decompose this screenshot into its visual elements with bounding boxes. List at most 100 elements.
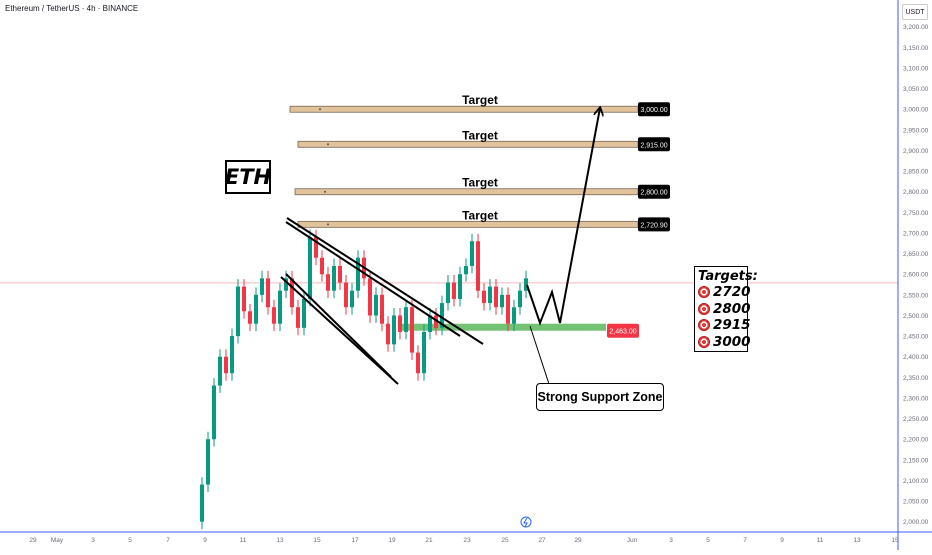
target-band-handle <box>327 143 329 146</box>
candle-body <box>224 356 228 374</box>
x-tick-label: May <box>51 537 64 544</box>
x-tick-label: 5 <box>128 537 132 544</box>
candle-body <box>380 294 384 324</box>
candle-body <box>410 307 414 353</box>
candle-body <box>236 286 240 337</box>
y-tick-label: 2,650.00 <box>903 251 929 258</box>
bullseye-icon <box>698 319 710 332</box>
candle-body <box>326 274 330 291</box>
candle-body <box>296 307 300 328</box>
candle-body <box>506 294 510 324</box>
target-price-tag-text: 2,915.00 <box>640 142 667 149</box>
x-tick-label: 15 <box>313 537 321 544</box>
y-tick-label: 3,150.00 <box>903 45 929 52</box>
projection-path <box>526 108 600 326</box>
candle-body <box>374 294 378 316</box>
target-value: 2800 <box>713 300 751 317</box>
target-row: 2720 <box>698 284 751 301</box>
eth-label-box: ETH <box>225 160 271 194</box>
x-tick-label: 7 <box>166 537 170 544</box>
candle-body <box>470 241 474 266</box>
trendline-upper <box>286 217 484 345</box>
candle-body <box>488 286 492 304</box>
event-marker-icon <box>520 516 532 528</box>
support-price-tag-text: 2,463.00 <box>609 329 636 336</box>
candle-body <box>260 278 264 295</box>
candle-body <box>272 307 276 324</box>
y-tick-label: 2,400.00 <box>903 354 929 361</box>
y-tick-label: 2,200.00 <box>903 437 929 444</box>
bullseye-icon <box>698 302 710 315</box>
x-tick-label: 7 <box>743 537 747 544</box>
x-tick-label: 5 <box>706 537 710 544</box>
x-tick-label: 21 <box>425 537 433 544</box>
y-tick-label: 2,800.00 <box>903 189 929 196</box>
x-tick-label: 23 <box>463 537 471 544</box>
target-label: Target <box>462 93 498 107</box>
candle-body <box>338 265 342 283</box>
candle-body <box>434 315 438 328</box>
x-tick-label: 11 <box>240 537 247 544</box>
candle-body <box>524 278 528 291</box>
candle-body <box>518 290 522 308</box>
candle-body <box>446 282 450 304</box>
candle-body <box>398 315 402 332</box>
x-tick-label: 3 <box>91 537 95 544</box>
candle-body <box>218 356 222 386</box>
y-tick-label: 2,600.00 <box>903 272 929 279</box>
bullseye-icon <box>698 286 710 299</box>
target-row: 2915 <box>698 317 751 334</box>
target-value: 2915 <box>713 317 751 334</box>
trendline-upper-inner <box>285 221 461 337</box>
candle-body <box>206 439 210 485</box>
target-label: Target <box>462 208 498 222</box>
y-tick-label: 2,900.00 <box>903 148 929 155</box>
y-tick-label: 2,550.00 <box>903 292 929 299</box>
y-tick-label: 2,500.00 <box>903 313 929 320</box>
y-tick-label: 3,000.00 <box>903 107 929 114</box>
candle-body <box>284 278 288 291</box>
target-band-handle <box>319 108 321 111</box>
y-tick-label: 2,050.00 <box>903 499 929 506</box>
y-tick-label: 2,450.00 <box>903 334 929 341</box>
y-tick-label: 2,000.00 <box>903 519 929 526</box>
target-price-tag-text: 2,800.00 <box>640 190 667 197</box>
candle-body <box>290 278 294 308</box>
candle-body <box>512 307 516 324</box>
candle-body <box>248 311 252 324</box>
support-zone-band <box>402 323 606 331</box>
candle-body <box>344 282 348 308</box>
target-price-tag <box>638 217 670 232</box>
candle-body <box>278 290 282 324</box>
trendline-lower-inner <box>285 273 392 378</box>
candle-body <box>368 278 372 316</box>
candle-body <box>314 237 318 258</box>
x-tick-label: 29 <box>29 537 37 544</box>
candle-body <box>308 237 312 299</box>
target-price-tag-text: 2,720.90 <box>640 222 667 229</box>
support-price-tag <box>607 323 639 338</box>
x-tick-label: 25 <box>501 537 509 544</box>
target-value: 2720 <box>713 284 751 301</box>
currency-button[interactable]: USDT <box>902 4 928 20</box>
candle-body <box>428 315 432 332</box>
y-tick-label: 2,850.00 <box>903 169 929 176</box>
candle-body <box>350 290 354 308</box>
candle-body <box>440 303 444 328</box>
candle-body <box>392 315 396 345</box>
x-tick-label: 9 <box>203 537 207 544</box>
target-band-handle <box>327 223 329 226</box>
x-tick-label: 29 <box>574 537 582 544</box>
x-tick-label: 17 <box>351 537 359 544</box>
ticker-title: Ethereum / TetherUS · 4h · BINANCE <box>5 4 139 13</box>
candle-body <box>482 290 486 304</box>
y-tick-label: 3,050.00 <box>903 86 929 93</box>
candle-body <box>458 274 462 299</box>
target-price-tag <box>638 184 670 199</box>
candle-body <box>302 298 306 328</box>
target-price-tag-text: 3,000.00 <box>640 107 667 114</box>
x-tick-label: 9 <box>780 537 784 544</box>
candle-body <box>320 257 324 275</box>
